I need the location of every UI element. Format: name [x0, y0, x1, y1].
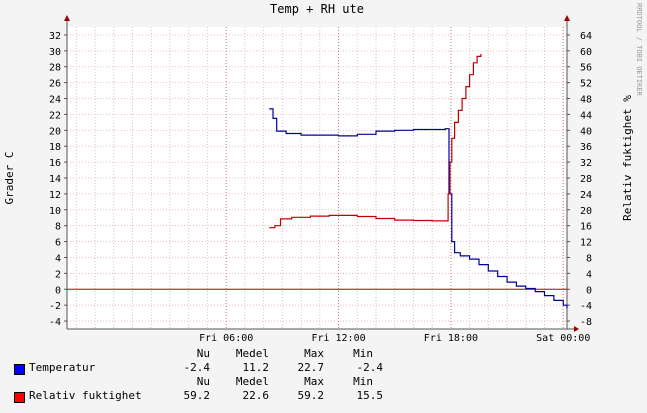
tick-label-right: 8: [586, 253, 592, 264]
y-axis-right-arrow: [564, 15, 570, 21]
legend-rh-min: 15.5: [356, 389, 384, 402]
y-label-left: Grader C: [3, 152, 16, 205]
tick-label-right: 60: [580, 47, 592, 58]
series-line-relativ-fuktighet: [269, 54, 482, 229]
tick-label-left: 18: [49, 142, 61, 153]
tick-label-right: 36: [580, 142, 592, 153]
tick-label-right: 16: [580, 222, 592, 233]
tick-label-right: 64: [580, 31, 592, 42]
tick-label-right: 20: [580, 206, 592, 217]
tick-label-left: -2: [49, 301, 61, 312]
tick-label-x: Fri 06:00: [199, 333, 253, 344]
legend-swatch-temperatur: [14, 364, 25, 375]
y-axis-left-arrow: [64, 15, 70, 21]
tick-label-left: 24: [49, 95, 61, 106]
tick-label-left: 22: [49, 110, 61, 121]
legend-rh-medel: 22.6: [242, 389, 270, 402]
y-label-right: Relativ fuktighet %: [621, 95, 634, 221]
legend-temperatur-min: -2.4: [356, 361, 384, 374]
watermark: RRDTOOL / TOBI OETIKER: [635, 3, 643, 97]
legend-header-medel: Medel: [235, 347, 269, 360]
tick-label-left: 26: [49, 79, 61, 90]
tick-label-left: 14: [49, 174, 61, 185]
tick-label-right: 28: [580, 174, 592, 185]
tick-label-right: 48: [580, 95, 592, 106]
legend-header-max: Max: [304, 347, 324, 360]
tick-label-left: 10: [49, 206, 61, 217]
tick-label-right: -4: [580, 301, 592, 312]
tick-label-left: 32: [49, 31, 61, 42]
legend-header-nu: Nu: [196, 347, 210, 360]
legend-swatch-rh: [14, 392, 25, 403]
tick-label-right: 32: [580, 158, 592, 169]
tick-label-right: 0: [586, 285, 592, 296]
tick-label-right: 56: [580, 63, 592, 74]
tick-label-right: 4: [586, 269, 592, 280]
legend-label-temperatur: Temperatur: [29, 361, 96, 374]
tick-label-right: 44: [580, 110, 592, 121]
tick-label-left: 16: [49, 158, 61, 169]
legend-temperatur-nu: -2.4: [183, 361, 211, 374]
legend-rh-max: 59.2: [297, 389, 325, 402]
tick-label-right: 40: [580, 126, 592, 137]
tick-label-left: 28: [49, 63, 61, 74]
legend-header-max-2: Max: [304, 375, 324, 388]
tick-label-right: 24: [580, 190, 592, 201]
legend-temperatur-medel: 11.2: [242, 361, 270, 374]
tick-label-left: 20: [49, 126, 61, 137]
legend-temperatur-max: 22.7: [297, 361, 325, 374]
legend-header-min: Min: [353, 347, 373, 360]
legend-rh-nu: 59.2: [183, 389, 211, 402]
legend-header-medel-2: Medel: [235, 375, 269, 388]
chart-title: Temp + RH ute: [270, 2, 364, 16]
tick-label-x: Fri 18:00: [424, 333, 478, 344]
tick-label-left: 4: [55, 253, 61, 264]
tick-label-x: Fri 12:00: [311, 333, 365, 344]
tick-label-right: 12: [580, 238, 592, 249]
tick-label-right: -8: [580, 317, 592, 328]
x-axis-arrow: [574, 326, 579, 332]
tick-label-left: -4: [49, 317, 61, 328]
tick-label-left: 12: [49, 190, 61, 201]
tick-label-left: 8: [55, 222, 61, 233]
legend-header-nu-2: Nu: [196, 375, 210, 388]
tick-label-x: Sat 00:00: [536, 333, 590, 344]
tick-label-left: 2: [55, 269, 61, 280]
tick-label-left: 6: [55, 238, 61, 249]
series-line-temperatur: [269, 108, 568, 309]
tick-label-right: 52: [580, 79, 592, 90]
tick-label-left: 0: [55, 285, 61, 296]
tick-label-left: 30: [49, 47, 61, 58]
legend-header-min-2: Min: [353, 375, 373, 388]
legend-label-rh: Relativ fuktighet: [29, 389, 142, 402]
